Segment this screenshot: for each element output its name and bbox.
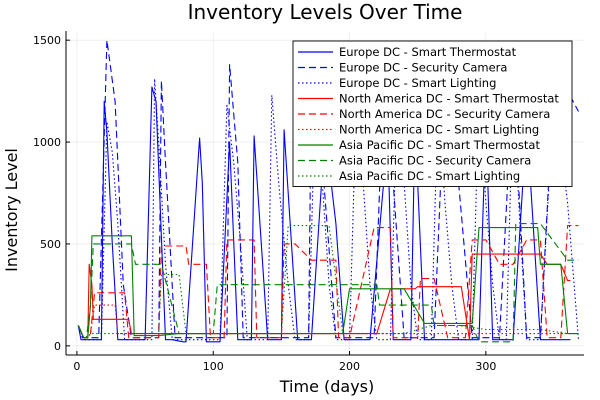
legend-label: North America DC - Smart Lighting <box>339 123 539 137</box>
legend-label: Asia Pacific DC - Security Camera <box>339 154 531 168</box>
legend-label: Europe DC - Smart Thermostat <box>339 45 517 59</box>
series-line-7 <box>77 227 579 339</box>
legend-label: North America DC - Security Camera <box>339 107 550 121</box>
series-line-4 <box>77 253 571 341</box>
legend-label: Europe DC - Security Camera <box>339 61 507 75</box>
x-tick-label: 300 <box>475 360 496 373</box>
legend-label: Europe DC - Smart Lighting <box>339 76 496 90</box>
series-line-8 <box>77 223 579 343</box>
tick-labels: 0 100 200 300 0 500 1000 1500 <box>33 34 496 373</box>
series-line-3 <box>77 78 580 341</box>
x-tick-label: 100 <box>203 360 224 373</box>
legend: Europe DC - Smart Thermostat Europe DC - … <box>292 40 573 187</box>
legend-label: Asia Pacific DC - Smart Thermostat <box>339 138 540 152</box>
x-tick-label: 200 <box>339 360 360 373</box>
x-tick-label: 0 <box>73 360 80 373</box>
x-axis-label: Time (days) <box>279 377 375 396</box>
series-line-5 <box>77 225 579 339</box>
chart-title: Inventory Levels Over Time <box>188 0 463 24</box>
y-tick-label: 1000 <box>33 136 61 149</box>
y-tick-label: 500 <box>40 238 61 251</box>
y-tick-label: 0 <box>54 340 61 353</box>
legend-label: North America DC - Smart Thermostat <box>339 92 559 106</box>
series-layer <box>77 39 580 343</box>
series-line-9 <box>77 225 579 339</box>
series-line-6 <box>77 304 579 339</box>
axes <box>65 31 584 356</box>
y-tick-label: 1500 <box>33 34 61 47</box>
legend-box <box>292 40 573 187</box>
y-axis-label: Inventory Level <box>2 148 21 272</box>
legend-label: Asia Pacific DC - Smart Lighting <box>339 169 520 183</box>
